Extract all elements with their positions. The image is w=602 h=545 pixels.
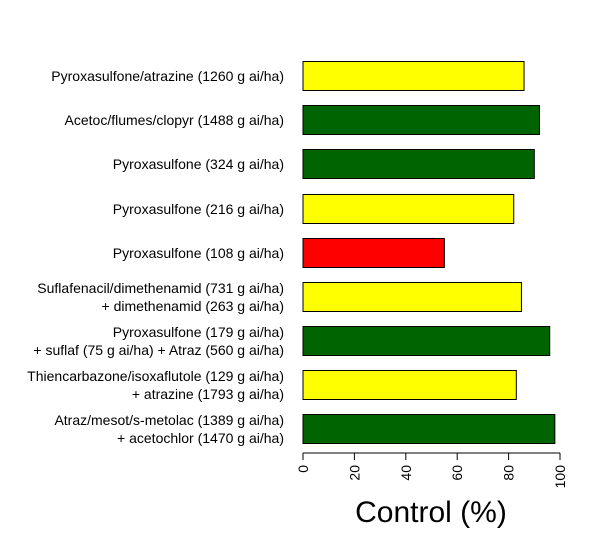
category-label-6: Pyroxasulfone (179 g ai/ha) + suflaf (75 … [33, 324, 284, 358]
category-label-line: + suflaf (75 g ai/ha) + Atraz (560 g ai/… [33, 342, 284, 358]
category-label-5: Suflafenacil/dimethenamid (731 g ai/ha) +… [37, 280, 284, 314]
category-label-0: Pyroxasulfone/atrazine (1260 g ai/ha) [51, 68, 284, 84]
x-tick-label-80: 80 [501, 465, 517, 481]
bar-5 [302, 282, 522, 312]
category-label-line: Pyroxasulfone (216 g ai/ha) [113, 201, 284, 217]
bars-group [302, 61, 556, 444]
category-label-line: Pyroxasulfone (108 g ai/ha) [113, 245, 284, 261]
category-label-3: Pyroxasulfone (216 g ai/ha) [113, 201, 284, 217]
category-label-line: Pyroxasulfone (324 g ai/ha) [113, 156, 284, 172]
category-label-line: + atrazine (1793 g ai/ha) [132, 386, 284, 402]
category-label-line: Thiencarbazone/isoxaflutole (129 g ai/ha… [27, 368, 284, 384]
category-label-line: Acetoc/flumes/clopyr (1488 g ai/ha) [65, 112, 284, 128]
category-label-7: Thiencarbazone/isoxaflutole (129 g ai/ha… [27, 368, 284, 402]
x-tick-label-0: 0 [295, 465, 311, 473]
x-tick-label-20: 20 [346, 465, 362, 481]
x-tick-label-100: 100 [552, 465, 568, 489]
category-label-1: Acetoc/flumes/clopyr (1488 g ai/ha) [65, 112, 284, 128]
bar-8 [302, 414, 556, 444]
category-label-line: + acetochlor (1470 g ai/ha) [117, 430, 284, 446]
category-label-8: Atraz/mesot/s-metolac (1389 g ai/ha) + ac… [54, 412, 284, 446]
x-tick-label-40: 40 [398, 465, 414, 481]
x-axis: 0 20 40 60 80 100 [295, 452, 568, 489]
category-label-line: Suflafenacil/dimethenamid (731 g ai/ha) [37, 280, 284, 296]
bar-2 [302, 149, 535, 179]
bar-0 [302, 61, 525, 91]
category-label-line: Pyroxasulfone (179 g ai/ha) [113, 324, 284, 340]
category-labels: Pyroxasulfone/atrazine (1260 g ai/ha) Ace… [27, 68, 284, 446]
bar-3 [302, 194, 515, 224]
x-tick-label-60: 60 [449, 465, 465, 481]
bar-4 [302, 238, 445, 268]
category-label-line: + dimethenamid (263 g ai/ha) [102, 298, 285, 314]
category-label-line: Atraz/mesot/s-metolac (1389 g ai/ha) [54, 412, 284, 428]
bar-7 [302, 370, 517, 400]
category-label-line: Pyroxasulfone/atrazine (1260 g ai/ha) [51, 68, 284, 84]
category-label-4: Pyroxasulfone (108 g ai/ha) [113, 245, 284, 261]
bar-6 [302, 326, 551, 356]
bar-1 [302, 105, 540, 135]
x-axis-title: Control (%) [355, 496, 507, 529]
category-label-2: Pyroxasulfone (324 g ai/ha) [113, 156, 284, 172]
